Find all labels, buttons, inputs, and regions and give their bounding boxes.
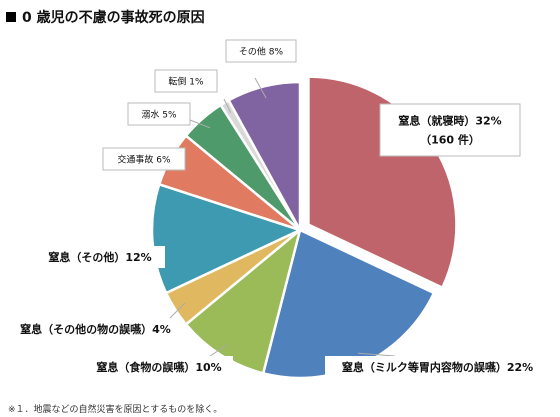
slice-label-box <box>8 318 183 340</box>
slice-label-box <box>85 356 233 378</box>
pie-slices <box>150 75 458 380</box>
leader-line <box>357 352 396 357</box>
title-row: 0 歳児の不慮の事故死の原因 <box>6 7 205 27</box>
slice-label-box <box>225 39 297 63</box>
pie-slice <box>184 226 303 375</box>
slice-label-box <box>127 102 191 126</box>
slice-label: 転倒 1% <box>168 75 204 87</box>
pie-slice <box>150 182 304 295</box>
leader-line <box>254 77 267 99</box>
footnote: ※１．地震などの自然災害を原因とするものを除く。 <box>8 405 223 415</box>
chart-title: 0 歳児の不慮の事故死の原因 <box>22 10 205 26</box>
slice-label-box <box>102 147 186 171</box>
slice-label-box <box>154 69 218 93</box>
slice-label: （160 件） <box>420 133 480 147</box>
pie-slice <box>227 80 302 231</box>
slice-label: 窒息（その他の物の誤嚥）4% <box>20 322 171 336</box>
slice-label-box <box>379 103 521 157</box>
leader-line <box>189 119 211 129</box>
slice-label: 交通事故 6% <box>117 153 171 165</box>
title-square-icon <box>6 12 16 22</box>
leader-line <box>223 98 232 114</box>
leader-line <box>209 344 228 357</box>
leader-line <box>169 302 186 319</box>
slice-label: 溺水 5% <box>141 108 177 120</box>
slice-label-box <box>325 356 550 378</box>
leader-lines <box>169 77 396 357</box>
slice-label-box <box>35 246 165 268</box>
slice-label: 窒息（その他）12% <box>48 250 151 264</box>
slice-label: 窒息（食物の誤嚥）10% <box>96 360 221 374</box>
slice-label: 窒息（ミルク等胃内容物の誤嚥）22% <box>342 360 533 374</box>
slice-label: その他 8% <box>239 45 284 57</box>
slice-label: 窒息（就寝時）32% <box>398 114 501 128</box>
slice-labels: 窒息（就寝時）32% （160 件） 窒息（ミルク等胃内容物の誤嚥）22% 窒息（食物… <box>8 39 550 378</box>
